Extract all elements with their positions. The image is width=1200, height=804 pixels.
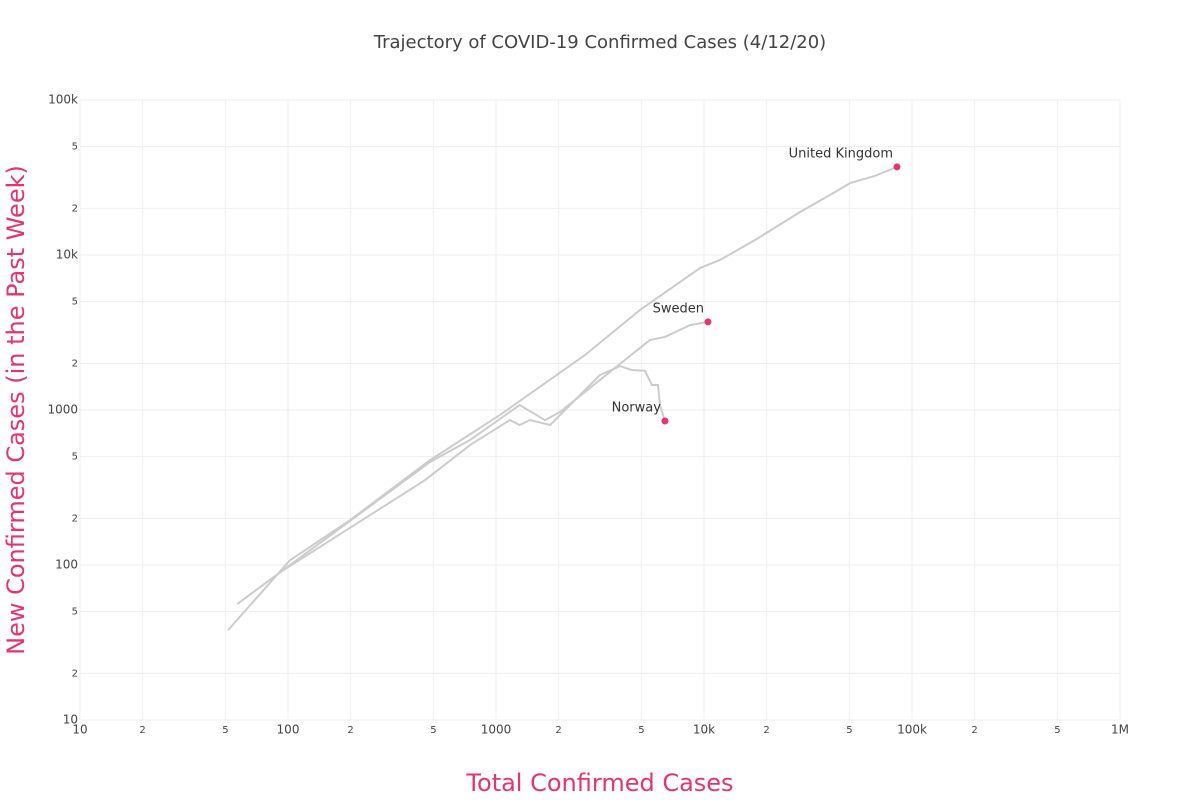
x-tick-label: 100	[277, 723, 300, 737]
x-tick-label: 5	[846, 725, 852, 736]
x-tick-label: 1M	[1111, 723, 1129, 737]
y-tick-label: 2	[72, 668, 78, 679]
x-tick-label: 5	[638, 725, 644, 736]
end-marker	[893, 163, 901, 171]
x-tick-label: 5	[1054, 725, 1060, 736]
x-tick-label: 1000	[481, 723, 512, 737]
series-line	[236, 320, 709, 605]
x-axis-label: Total Confirmed Cases	[465, 769, 733, 797]
series-label: Norway	[612, 401, 662, 416]
x-tick-label: 10	[72, 723, 87, 737]
x-tick-label: 100k	[897, 723, 927, 737]
series-label: United Kingdom	[789, 146, 893, 161]
y-tick-label: 5	[72, 607, 78, 618]
y-tick-label: 5	[72, 452, 78, 463]
y-tick-label: 1000	[47, 403, 78, 417]
y-tick-label: 10	[63, 713, 78, 727]
series-line	[279, 365, 666, 573]
y-axis-label: New Confirmed Cases (in the Past Week)	[2, 165, 30, 655]
y-tick-label: 5	[72, 297, 78, 308]
y-tick-label: 100k	[48, 93, 78, 107]
y-tick-label: 10k	[56, 248, 78, 262]
x-tick-label: 2	[139, 725, 145, 736]
x-tick-label: 2	[555, 725, 561, 736]
grid	[79, 99, 1121, 721]
x-tick-label: 5	[430, 725, 436, 736]
series-line	[227, 166, 898, 631]
x-tick-label: 2	[763, 725, 769, 736]
y-tick-label: 5	[72, 142, 78, 153]
x-tick-label: 2	[971, 725, 977, 736]
y-tick-label: 2	[72, 203, 78, 214]
y-tick-label: 2	[72, 358, 78, 369]
x-tick-label: 5	[222, 725, 228, 736]
end-marker	[661, 417, 669, 425]
series-label: Sweden	[653, 301, 704, 316]
y-tick-label: 2	[72, 513, 78, 524]
chart-title: Trajectory of COVID-19 Confirmed Cases (…	[373, 32, 826, 53]
x-tick-label: 2	[347, 725, 353, 736]
end-marker	[704, 318, 712, 326]
x-tick-label: 10k	[693, 723, 715, 737]
y-tick-label: 100	[55, 558, 78, 572]
